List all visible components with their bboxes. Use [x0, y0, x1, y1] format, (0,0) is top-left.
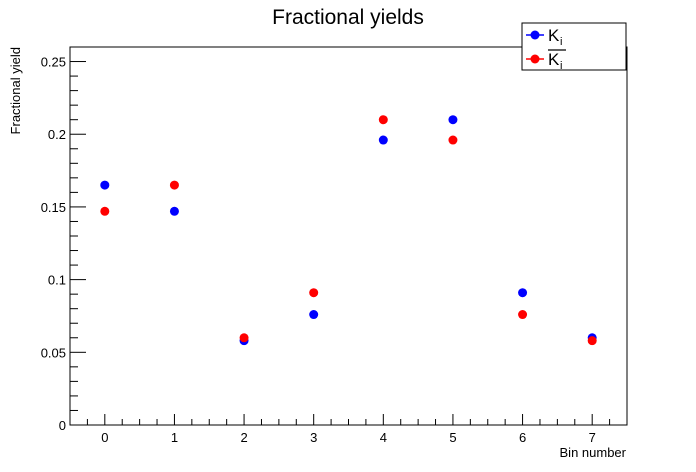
y-tick-label: 0.2 [48, 127, 66, 142]
y-axis-label: Fractional yield [8, 47, 23, 134]
legend-box [521, 22, 627, 71]
legend-label-1: K [548, 26, 560, 45]
data-point-series-1 [100, 180, 110, 190]
legend-marker-1 [530, 30, 540, 40]
x-tick-label: 1 [171, 430, 178, 445]
x-tick-label: 2 [240, 430, 247, 445]
data-point-series-1 [378, 135, 388, 145]
legend-subscript-1: i [560, 36, 562, 48]
data-point-series-2 [448, 135, 458, 145]
data-point-series-1 [518, 288, 528, 298]
data-points [100, 115, 597, 346]
data-point-series-2 [169, 180, 179, 190]
x-tick-label: 5 [449, 430, 456, 445]
legend-marker-2 [530, 54, 540, 64]
x-axis-label: Bin number [560, 445, 627, 460]
y-tick-label: 0.1 [48, 273, 66, 288]
data-point-series-1 [309, 310, 319, 320]
data-point-series-2 [518, 310, 528, 320]
legend-subscript-2: i [560, 60, 562, 72]
data-point-series-2 [378, 115, 388, 125]
y-tick-label: 0.05 [41, 345, 66, 360]
x-tick-label: 6 [519, 430, 526, 445]
plot-frame [69, 46, 628, 426]
chart-title: Fractional yields [272, 6, 424, 29]
data-point-series-2 [100, 206, 110, 216]
data-point-series-1 [169, 206, 179, 216]
y-tick-label: 0 [59, 418, 66, 433]
data-point-series-2 [239, 333, 249, 343]
x-tick-label: 7 [589, 430, 596, 445]
data-point-series-1 [448, 115, 458, 125]
y-tick-label: 0.25 [41, 55, 66, 70]
x-tick-label: 0 [101, 430, 108, 445]
x-tick-label: 4 [380, 430, 387, 445]
x-tick-label: 3 [310, 430, 317, 445]
data-point-series-2 [587, 336, 597, 346]
data-point-series-2 [309, 288, 319, 298]
y-tick-label: 0.15 [41, 200, 66, 215]
legend-label-2: K [548, 50, 560, 69]
axes: 0 1 2 3 4 5 6 7 0 0.05 0.1 0.15 0.2 0.25 [41, 46, 611, 445]
